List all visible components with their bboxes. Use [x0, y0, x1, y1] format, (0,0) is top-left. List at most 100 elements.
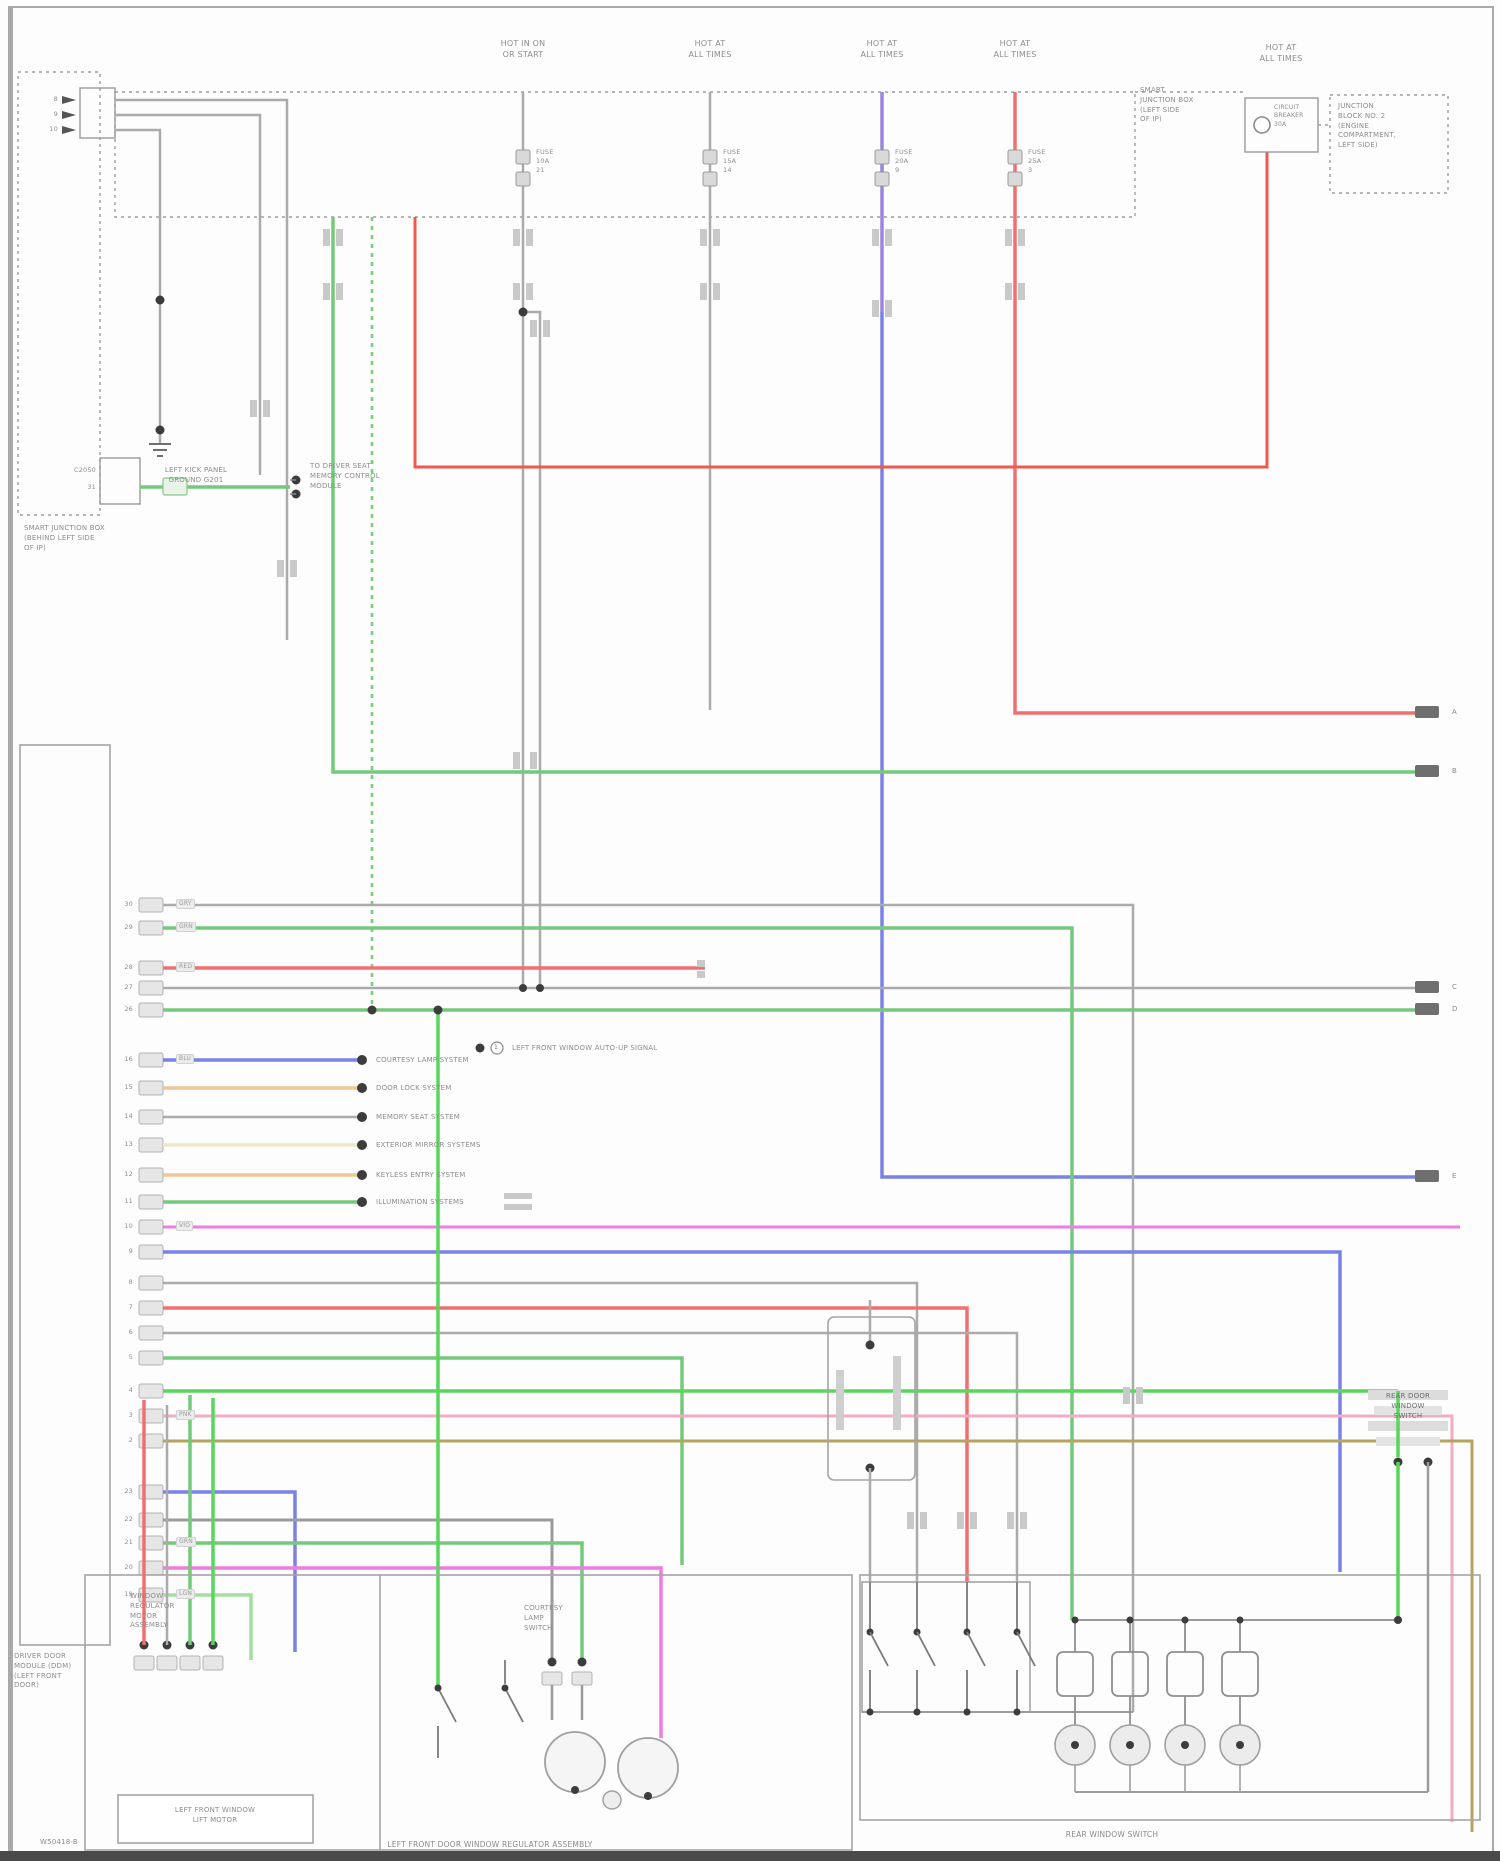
wire-color-chip: GRN — [176, 922, 196, 933]
arrow-label-1: COURTESY LAMP SYSTEM — [376, 1056, 469, 1064]
feed-header-2: HOT AT ALL TIMES — [688, 39, 732, 60]
fuse-3-label: FUSE 20A 9 — [895, 148, 913, 175]
pin-label: 21 — [124, 1538, 133, 1546]
edge-label-c: C — [1452, 983, 1458, 991]
fuse-2-label: FUSE 15A 14 — [723, 148, 741, 175]
pin-label: 11 — [124, 1197, 133, 1205]
courtesy-lamp-switch-component — [541, 1657, 593, 1720]
pin-label: 5 — [128, 1353, 133, 1361]
scan-edge-bar — [0, 1851, 1500, 1861]
fuse-circuit-wires — [331, 92, 1415, 1179]
door-module-caption: DRIVER DOOR MODULE (DDM) (LEFT FRONT DOOR) — [14, 1652, 72, 1690]
feed-header-4: HOT AT ALL TIMES — [993, 39, 1037, 60]
junction-box-caption: SMART JUNCTION BOX (BEHIND LEFT SIDE OF IP… — [24, 524, 105, 552]
regulator-motor-connector — [133, 1395, 224, 1671]
wire-color-chip: RED — [176, 962, 196, 973]
module-wires — [163, 903, 1474, 1832]
arrow-label-6: ILLUMINATION SYSTEMS — [376, 1198, 464, 1206]
pin-label: 13 — [124, 1140, 133, 1148]
pin-label: 30 — [124, 900, 133, 908]
edge-label-a: A — [1452, 708, 1457, 716]
right-box-caption: REAR WINDOW SWITCH — [1065, 1830, 1159, 1839]
c-box-pin-3: 10 — [49, 125, 58, 133]
fuse-symbols — [515, 149, 1023, 187]
left-door-assembly-box — [84, 1574, 853, 1851]
arrow-label-2: DOOR LOCK SYSTEM — [376, 1084, 452, 1092]
arrow-label-3: MEMORY SEAT SYSTEM — [376, 1113, 461, 1121]
pin-label: 6 — [128, 1328, 133, 1336]
rear-door-window-switch-component — [1368, 1390, 1448, 1792]
fuse-box-outline — [17, 71, 1449, 516]
seat-memory-feed — [99, 457, 301, 505]
pin-label: 23 — [124, 1487, 133, 1495]
wire-color-chip: GRN — [176, 1537, 196, 1548]
pin-label: 15 — [124, 1083, 133, 1091]
illumination-lamps — [1054, 1616, 1428, 1793]
pin-label: 19 — [124, 1590, 133, 1598]
smart-junction-box-label: SMART JUNCTION BOX (LEFT SIDE OF IP) — [1140, 86, 1194, 124]
rear-window-switch-box — [859, 1574, 1481, 1821]
junction-block-2-label: JUNCTION BLOCK NO. 2 (ENGINE COMPARTMENT, LE… — [1338, 102, 1397, 150]
pin-label: 29 — [124, 923, 133, 931]
ground-label: LEFT KICK PANEL GROUND G201 — [164, 466, 228, 484]
pin-label: 22 — [124, 1515, 133, 1523]
pin-label: 9 — [128, 1247, 133, 1255]
h-connector-label: C2050 — [73, 466, 96, 474]
pin-label: 8 — [128, 1278, 133, 1286]
circuit-breaker-label: CIRCUIT BREAKER 30A — [1274, 104, 1304, 128]
wire-color-chip: VIO — [176, 1221, 194, 1232]
wire-color-chip: BLU — [176, 1054, 195, 1065]
edge-label-e: E — [1452, 1172, 1457, 1180]
pin-label: 2 — [128, 1436, 133, 1444]
fuse-4-label: FUSE 25A 3 — [1028, 148, 1046, 175]
left-box-caption: LEFT FRONT DOOR WINDOW REGULATOR ASSEMBL… — [387, 1840, 593, 1849]
ground-symbol — [149, 443, 171, 457]
circuit-breaker-box — [1244, 97, 1319, 153]
switch-contacts — [862, 1582, 1133, 1716]
pin-label: 28 — [124, 963, 133, 971]
pin-label: 12 — [124, 1170, 133, 1178]
arrow-label-5: KEYLESS ENTRY SYSTEM — [376, 1171, 466, 1179]
footnote-text: LEFT FRONT WINDOW AUTO-UP SIGNAL — [512, 1044, 658, 1052]
feed-header-1: HOT IN ON OR START — [500, 39, 546, 60]
pin-label: 16 — [124, 1055, 133, 1063]
c-box-pin-2: 9 — [53, 110, 58, 118]
diagram-code: W50418-B — [40, 1838, 78, 1846]
pin-label: 7 — [128, 1303, 133, 1311]
window-lock-module — [827, 1300, 916, 1582]
mini-comp-label: REAR DOOR WINDOW SWITCH — [1385, 1392, 1431, 1420]
regulator-motor-label: WINDOW REGULATOR MOTOR ASSEMBLY — [130, 1592, 175, 1630]
junction-dots-left — [155, 295, 528, 435]
pin-label: 3 — [128, 1411, 133, 1419]
footnote-marker-circle — [490, 1041, 504, 1055]
courtesy-lamp-switch-label: COURTESY LAMP SWITCH — [524, 1604, 563, 1632]
wire-color-chip: GRY — [176, 899, 195, 910]
window-switch-symbols-left — [434, 1660, 524, 1758]
door-module-outline — [19, 744, 111, 1646]
window-lift-motors — [544, 1731, 679, 1810]
arrow-label-4: EXTERIOR MIRROR SYSTEMS — [376, 1141, 481, 1149]
pin-label: 14 — [124, 1112, 133, 1120]
feed-header-5: HOT AT ALL TIMES — [1259, 43, 1303, 64]
system-arrow-terminals — [357, 984, 544, 1207]
pin-label: 10 — [124, 1222, 133, 1230]
pin-label: 27 — [124, 983, 133, 991]
inline-connector-stubs — [250, 229, 1143, 1529]
top-left-connector — [62, 87, 289, 640]
h-pin-label: 31 — [87, 483, 96, 491]
harness-continuation-connectors — [1415, 706, 1439, 1182]
feed-header-3: HOT AT ALL TIMES — [860, 39, 904, 60]
lift-motor-label: LEFT FRONT WINDOW LIFT MOTOR — [174, 1806, 256, 1824]
c-box-pin-1: 8 — [53, 95, 58, 103]
footnote-marker: 1 — [494, 1044, 499, 1051]
pin-label: 4 — [128, 1386, 133, 1394]
edge-label-b: B — [1452, 767, 1458, 775]
pin-label: 26 — [124, 1005, 133, 1013]
wire-color-chip: PNK — [176, 1410, 195, 1421]
fuse-1-label: FUSE 10A 21 — [536, 148, 554, 175]
seat-memory-destination-label: TO DRIVER SEAT MEMORY CONTROL MODULE — [310, 462, 380, 490]
edge-label-d: D — [1452, 1005, 1458, 1013]
pin-label: 20 — [124, 1563, 133, 1571]
